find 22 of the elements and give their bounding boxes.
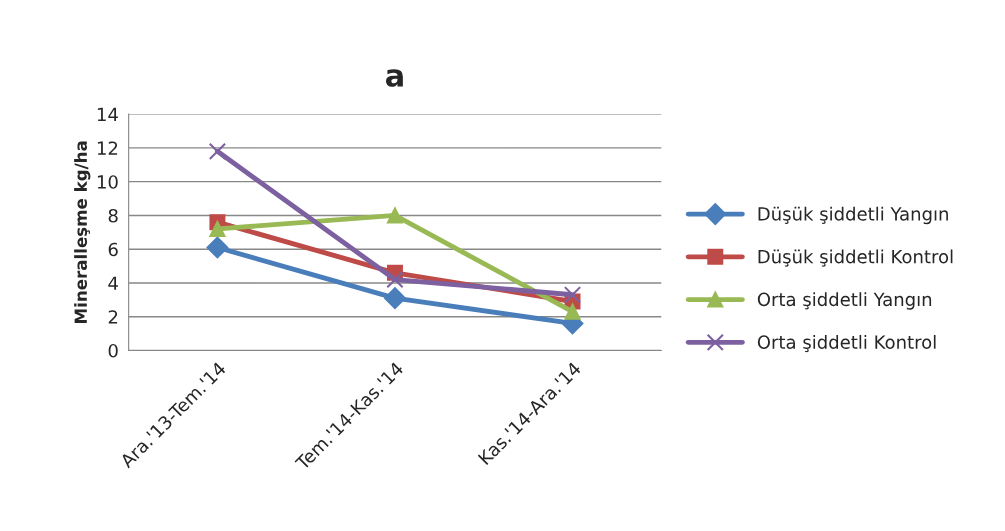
point (209, 220, 226, 237)
point (564, 303, 581, 320)
y-tick-label: 0 (108, 343, 118, 358)
point (206, 236, 229, 259)
y-axis-title: Mineralleşme kg/ha (74, 141, 91, 323)
legend-label: Düşük şiddetli Kontrol (758, 249, 953, 267)
y-tick-label: 14 (97, 107, 118, 122)
legend-label: Orta şiddetli Kontrol (757, 334, 936, 353)
chart-title: a (385, 69, 403, 87)
point (208, 142, 227, 160)
point (563, 286, 582, 304)
y-tick-label: 10 (97, 175, 118, 189)
point (386, 207, 403, 224)
y-tick-label: 6 (108, 242, 118, 257)
y-tick-label: 4 (108, 276, 118, 290)
point (386, 270, 404, 289)
y-tick-label: 8 (108, 208, 118, 223)
y-tick-label: 12 (97, 141, 118, 155)
legend-label: Orta şiddetli Yangın (757, 292, 932, 310)
legend-label: Düşük şiddetli Yangın (758, 206, 948, 225)
point (384, 287, 406, 309)
y-tick-label: 2 (108, 310, 118, 324)
